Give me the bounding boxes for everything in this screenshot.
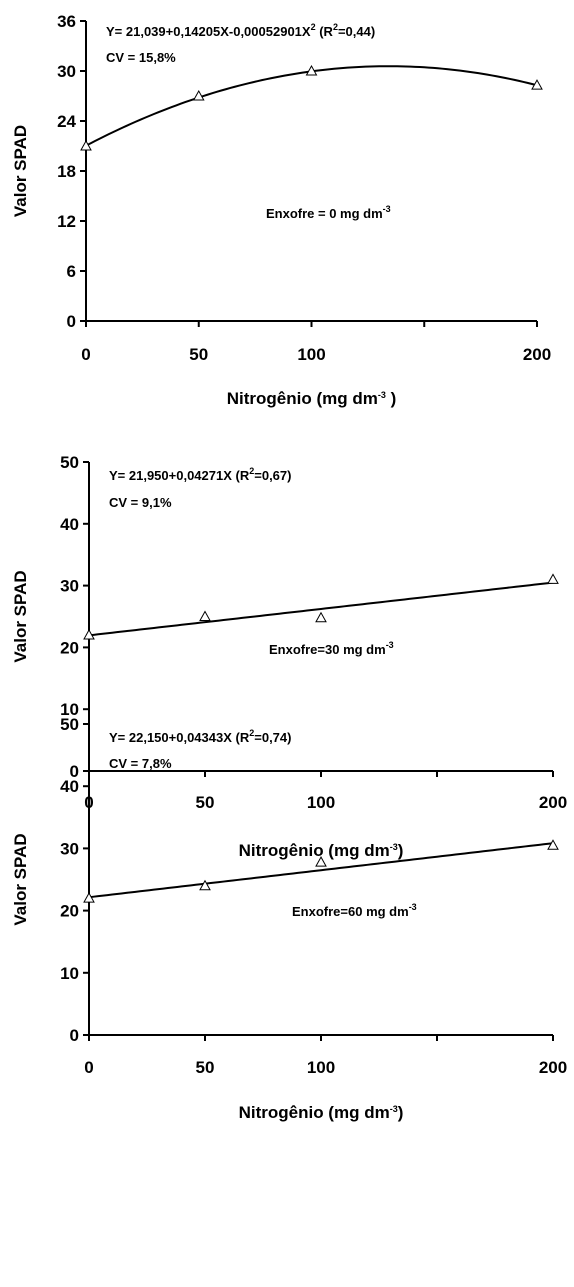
chart-panel-3: 0 10 20 30 40 50 0 50 100 200 Valor SPAD Nitrogênio… bbox=[11, 715, 567, 1122]
data-point bbox=[83, 892, 95, 903]
sulfur-annotation: Enxofre=60 mg dm-3​ bbox=[292, 902, 417, 919]
regression-equation: Y= 21,039+0,14205X-0,00052901X2​ (R2​=0,… bbox=[106, 22, 375, 39]
y-tick-label: 24 bbox=[57, 112, 76, 131]
y-tick-label: 12 bbox=[57, 212, 76, 231]
y-tick-label: 40 bbox=[60, 777, 79, 796]
data-point bbox=[315, 856, 327, 867]
data-point bbox=[547, 573, 559, 584]
y-tick-label: 30 bbox=[57, 62, 76, 81]
data-point bbox=[80, 139, 92, 151]
sulfur-annotation: Enxofre = 0 mg dm-3​ bbox=[266, 204, 391, 221]
y-tick-label: 0 bbox=[70, 1026, 79, 1045]
y-axis-title: Valor SPAD bbox=[11, 570, 30, 662]
y-tick-label: 20 bbox=[60, 638, 79, 657]
x-tick-label: 0 bbox=[84, 1058, 93, 1077]
y-tick-label: 36 bbox=[57, 12, 76, 31]
data-point bbox=[305, 64, 318, 76]
y-tick-label: 6 bbox=[67, 262, 76, 281]
data-point bbox=[531, 79, 543, 90]
sulfur-annotation: Enxofre=30 mg dm-3​ bbox=[269, 640, 394, 657]
x-tick-label: 0 bbox=[81, 345, 90, 364]
x-tick-label: 50 bbox=[196, 1058, 215, 1077]
cv-label: CV = 15,8% bbox=[106, 50, 176, 65]
fit-line bbox=[85, 65, 538, 147]
x-axis-title: Nitrogênio (mg dm-3​) bbox=[239, 1103, 404, 1122]
x-tick-label: 50 bbox=[189, 345, 208, 364]
y-tick-label: 20 bbox=[60, 902, 79, 921]
x-tick-label: 100 bbox=[307, 1058, 335, 1077]
y-tick-label: 40 bbox=[60, 515, 79, 534]
fit-line bbox=[88, 842, 554, 899]
x-tick-label: 200 bbox=[539, 793, 567, 812]
data-point bbox=[83, 629, 95, 640]
data-point bbox=[315, 611, 327, 623]
x-tick-label: 200 bbox=[539, 1058, 567, 1077]
y-tick-label: 30 bbox=[60, 839, 79, 858]
x-tick-label: 100 bbox=[307, 793, 335, 812]
y-tick-label: 18 bbox=[57, 162, 76, 181]
cv-label: CV = 9,1% bbox=[109, 495, 172, 510]
y-tick-label: 0 bbox=[70, 762, 79, 781]
regression-equation: Y= 21,950+0,04271X (R2​=0,67) bbox=[109, 466, 291, 483]
y-axis-title: Valor SPAD bbox=[11, 125, 30, 217]
fit-line bbox=[88, 581, 554, 637]
cv-label: CV = 7,8% bbox=[109, 756, 172, 771]
y-tick-label: 0 bbox=[67, 312, 76, 331]
y-tick-label: 50 bbox=[60, 715, 79, 734]
data-point bbox=[547, 839, 559, 850]
x-tick-label: 200 bbox=[523, 345, 551, 364]
x-tick-label: 100 bbox=[297, 345, 325, 364]
chart-panel-1: 0 6 12 18 24 30 36 0 50 100 200 Valor SPAD Nitrogêni… bbox=[11, 12, 551, 408]
y-tick-label: 10 bbox=[60, 964, 79, 983]
data-point bbox=[199, 879, 211, 891]
regression-equation: Y= 22,150+0,04343X (R2​=0,74) bbox=[109, 728, 291, 745]
y-axis-title: Valor SPAD bbox=[11, 833, 30, 925]
x-axis-title: Nitrogênio (mg dm-3​) bbox=[239, 841, 404, 860]
data-point bbox=[192, 89, 205, 101]
x-tick-label: 50 bbox=[196, 793, 215, 812]
data-point bbox=[199, 610, 211, 621]
y-tick-label: 10 bbox=[60, 700, 79, 719]
y-tick-label: 50 bbox=[60, 453, 79, 472]
y-tick-label: 30 bbox=[60, 577, 79, 596]
x-axis-title: Nitrogênio (mg dm-3​ ) bbox=[227, 389, 397, 408]
